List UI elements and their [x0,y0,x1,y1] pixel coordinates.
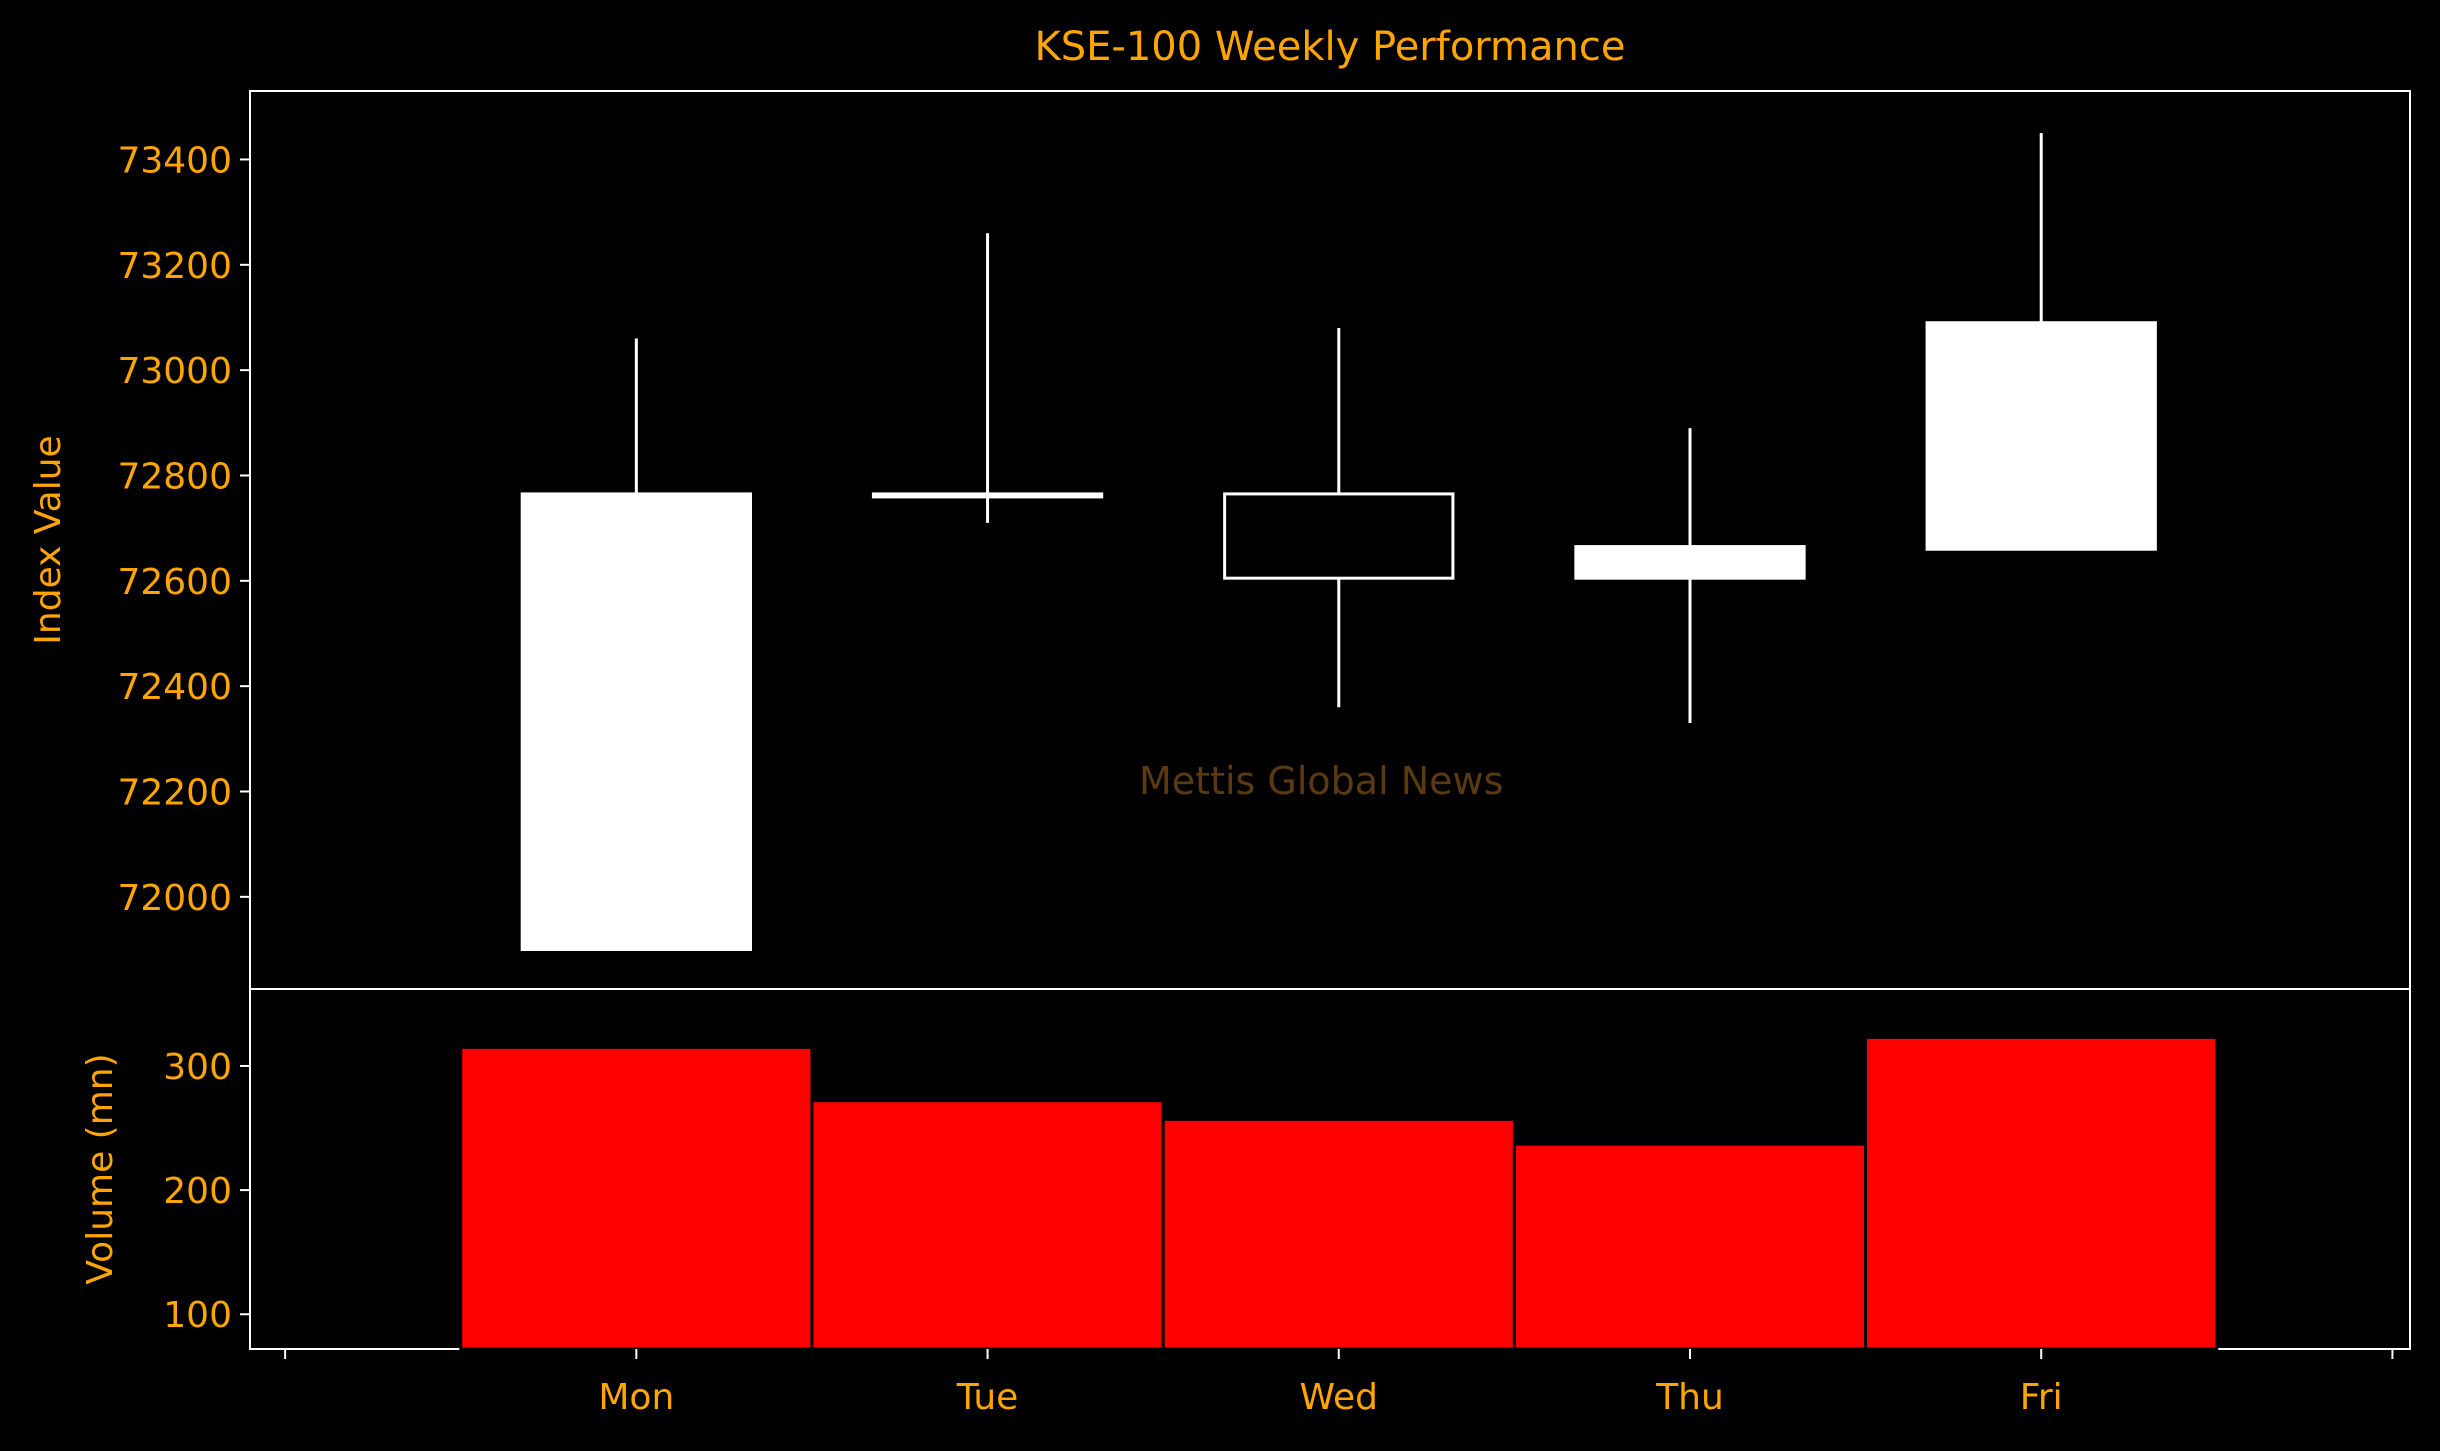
volume-bar-tue [810,1099,1165,1351]
chart-title: KSE-100 Weekly Performance [1035,24,1626,70]
volume-y-tick-label: 100 [163,1295,232,1336]
x-tick-label-mon: Mon [598,1377,674,1418]
volume-y-tick-label: 300 [163,1047,232,1088]
candle-body [1925,321,2157,551]
price-y-tick-label: 72200 [117,772,232,813]
candle-tue [871,233,1104,523]
volume-panel: 100 200 300 Volume (mn) [80,988,2411,1351]
volume-bar-wed [1161,1117,1516,1351]
price-y-tick-label: 72400 [117,667,232,708]
volume-bar-thu [1512,1142,1868,1351]
candle-wed [1223,328,1455,708]
price-y-tick-label: 73000 [117,351,232,392]
candle-mon [520,338,752,951]
x-tick-label-thu: Thu [1655,1377,1724,1418]
price-y-tick-label: 73200 [117,246,232,287]
candle-body [871,492,1104,499]
price-y-tick-label: 72600 [117,562,232,603]
x-tick-label-fri: Fri [2020,1377,2063,1418]
volume-bar-fri [1864,1035,2219,1351]
price-y-axis-label: Index Value [28,435,69,644]
price-y-tick-label: 73400 [117,140,232,181]
x-axis: Mon Tue Wed Thu Fri [284,1349,2394,1418]
x-tick-label-wed: Wed [1300,1377,1379,1418]
x-tick-label-tue: Tue [956,1377,1019,1418]
volume-bar-mon [459,1045,814,1351]
price-panel: 72000 72200 72400 72600 72800 73000 73200 73400… [28,90,2411,990]
watermark-text: Mettis Global News [1139,759,1503,803]
candle-body [1223,492,1455,580]
candle-body [1574,545,1806,580]
price-y-tick-label: 72800 [117,456,232,497]
volume-y-tick-label: 200 [163,1171,232,1212]
volume-y-axis-label: Volume (mn) [80,1053,121,1284]
price-y-tick-label: 72000 [117,878,232,919]
candle-thu [1574,428,1806,724]
candle-fri [1925,133,2157,551]
candle-body [520,492,752,951]
